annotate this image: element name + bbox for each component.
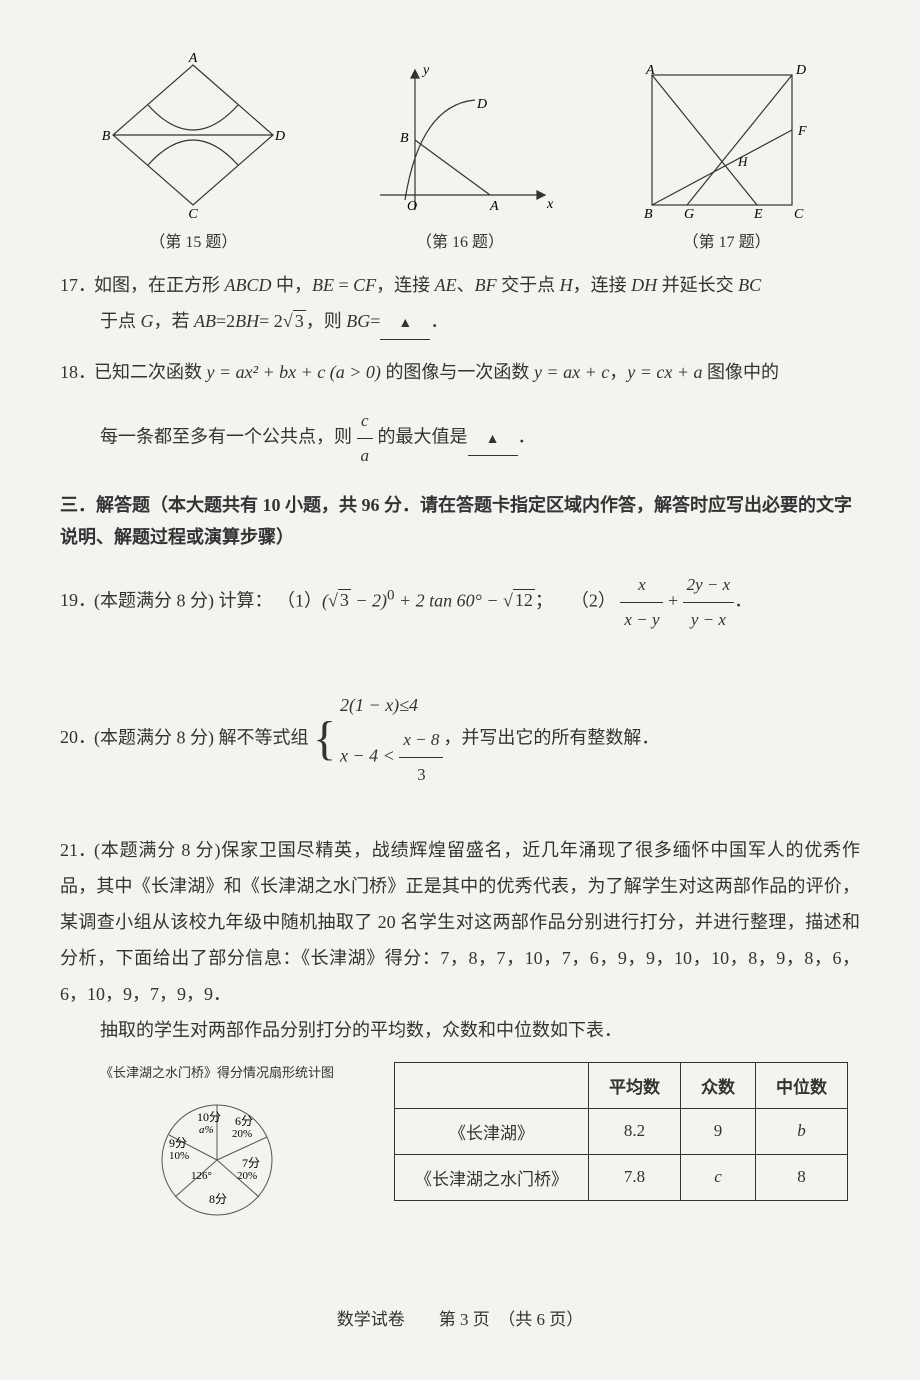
fig15-label-d: D	[274, 129, 285, 144]
q17-blank	[380, 303, 430, 340]
fig17-label-h: H	[737, 154, 748, 169]
pie-svg: 10分 a% 6分 20% 7分 20% 8分 126° 9分 10%	[137, 1085, 297, 1225]
chart-table-row: 《长津湖之水门桥》得分情况扇形统计图 10分 a% 6分 20% 7分 20% …	[60, 1062, 860, 1225]
fig15-caption: （第 15 题）	[149, 228, 237, 252]
fig15-label-b: B	[102, 129, 111, 144]
q18-blank	[468, 419, 518, 456]
fig17-label-b: B	[644, 207, 653, 220]
fig15-label-a: A	[188, 51, 198, 66]
svg-text:7分: 7分	[242, 1156, 260, 1170]
fig17-caption: （第 17 题）	[683, 228, 771, 252]
svg-text:10分: 10分	[197, 1110, 221, 1124]
figure-15: A B C D （第 15 题）	[98, 50, 288, 252]
fig17-label-g: G	[684, 207, 694, 220]
fig16-caption: （第 16 题）	[416, 228, 504, 252]
pie-title: 《长津湖之水门桥》得分情况扇形统计图	[100, 1062, 334, 1081]
section-3-title: 三．解答题（本大题共有 10 小题，共 96 分．请在答题卡指定区域内作答，解答…	[60, 489, 860, 554]
brace-icon: {	[313, 715, 336, 763]
question-21: 21．(本题满分 8 分)保家卫国尽精英，战绩辉煌留盛名，近几年涌现了很多缅怀中…	[60, 832, 860, 1048]
fig17-label-e: E	[753, 207, 763, 220]
stats-table: 平均数 众数 中位数 《长津湖》 8.2 9 b 《长津湖之水门桥》 7.8 c…	[394, 1062, 848, 1201]
figure-16: O A B D x y （第 16 题）	[365, 60, 555, 252]
question-20: 20．(本题满分 8 分) 解不等式组 { 2(1 − x)≤4 x − 4 <…	[60, 687, 860, 792]
svg-text:a%: a%	[199, 1124, 214, 1136]
figure-17: A D B C F G E H （第 17 题）	[632, 60, 822, 252]
page-footer: 数学试卷 第 3 页 （共 6 页）	[0, 1305, 920, 1330]
fig16-label-b: B	[400, 131, 409, 146]
table-header-row: 平均数 众数 中位数	[395, 1062, 848, 1108]
fig15-svg: A B C D	[98, 50, 288, 220]
fig16-label-x: x	[546, 197, 554, 212]
svg-text:126°: 126°	[191, 1170, 212, 1182]
table-row: 《长津湖之水门桥》 7.8 c 8	[395, 1154, 848, 1200]
svg-text:10%: 10%	[169, 1150, 189, 1162]
svg-text:20%: 20%	[237, 1170, 257, 1182]
question-19: 19．(本题满分 8 分) 计算： （1）(√3 − 2)0 + 2 tan 6…	[60, 568, 860, 637]
q17-num: 17．	[60, 267, 94, 303]
fig16-label-a: A	[489, 199, 499, 214]
table-row: 《长津湖》 8.2 9 b	[395, 1108, 848, 1154]
fig17-svg: A D B C F G E H	[632, 60, 822, 220]
question-18: 18．已知二次函数 y = ax² + bx + c (a > 0) 的图像与一…	[60, 354, 860, 473]
pie-chart: 《长津湖之水门桥》得分情况扇形统计图 10分 a% 6分 20% 7分 20% …	[100, 1062, 334, 1225]
fig16-label-y: y	[421, 63, 430, 78]
fig17-label-c: C	[794, 207, 804, 220]
fig17-label-a: A	[645, 63, 655, 78]
svg-text:9分: 9分	[169, 1136, 187, 1150]
svg-text:6分: 6分	[235, 1114, 253, 1128]
fig16-label-o: O	[407, 199, 417, 214]
q18-num: 18．	[60, 354, 94, 390]
q21-num: 21．	[60, 832, 94, 868]
fig16-svg: O A B D x y	[365, 60, 555, 220]
q19-num: 19．	[60, 582, 94, 618]
fig16-label-d: D	[476, 97, 487, 112]
svg-text:8分: 8分	[209, 1192, 227, 1206]
svg-text:20%: 20%	[232, 1128, 252, 1140]
fig15-label-c: C	[189, 207, 199, 220]
fig17-label-f: F	[797, 124, 807, 139]
q20-num: 20．	[60, 719, 94, 755]
figures-row: A B C D （第 15 题） O A B D x y （第 16 题）	[60, 50, 860, 252]
question-17: 17．如图，在正方形 ABCD 中，BE = CF，连接 AE、BF 交于点 H…	[60, 267, 860, 340]
fig17-label-d: D	[795, 63, 806, 78]
